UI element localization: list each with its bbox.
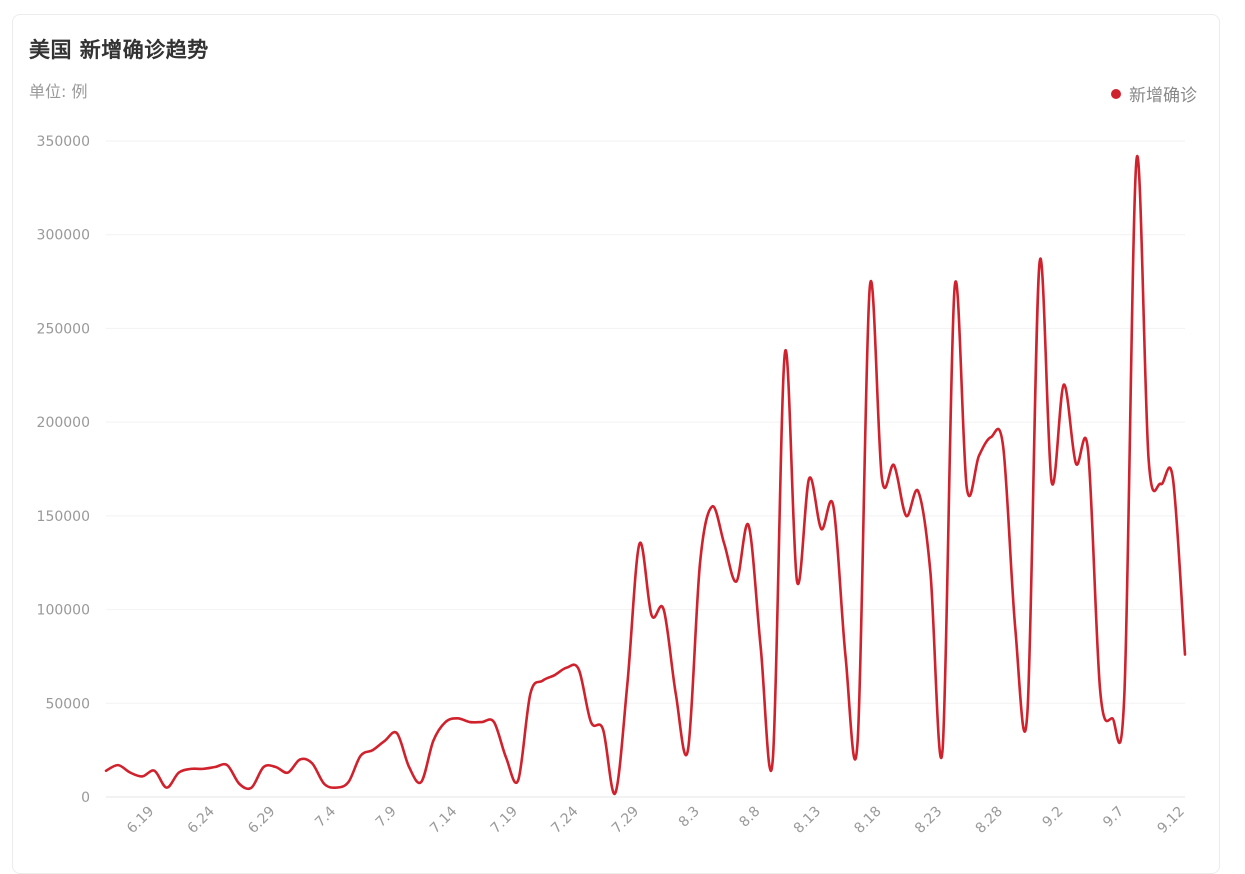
x-tick-label: 8.18 [851, 804, 884, 837]
y-tick-label: 50000 [45, 696, 90, 712]
x-tick-label: 7.19 [488, 804, 521, 837]
y-tick-label: 300000 [37, 228, 90, 244]
grid-layer [106, 140, 1185, 798]
x-tick-label: 7.4 [312, 803, 339, 830]
y-tick-label: 100000 [37, 603, 90, 619]
legend-label: 新增确诊 [1129, 86, 1197, 106]
y-tick-label: 150000 [37, 509, 90, 525]
y-tick-label: 0 [81, 790, 90, 806]
y-tick-label: 200000 [37, 415, 90, 431]
x-tick-label: 8.3 [676, 804, 703, 831]
x-tick-label: 7.29 [609, 804, 642, 837]
legend-dot-icon [1111, 88, 1121, 99]
x-tick-label: 8.28 [973, 804, 1006, 837]
series-layer [104, 154, 1187, 795]
x-tick-label: 8.13 [791, 804, 824, 837]
x-tick-label: 9.12 [1154, 804, 1187, 837]
x-tick-label: 8.8 [736, 804, 763, 831]
legend[interactable]: 新增确诊 [1111, 81, 1197, 106]
x-tick-label: 7.24 [548, 803, 581, 836]
x-tick-label: 8.23 [912, 804, 945, 837]
chart-title: 美国 新增确诊趋势 [29, 38, 209, 62]
x-tick-label: 6.29 [245, 804, 278, 837]
y-tick-label: 350000 [37, 134, 90, 150]
x-tick-label: 6.19 [124, 804, 157, 837]
x-tick-label: 7.14 [427, 803, 460, 836]
x-tick-label: 7.9 [373, 804, 400, 831]
x-tick-label: 9.2 [1040, 804, 1067, 831]
chart-card [12, 14, 1220, 874]
x-axis: 6.19 6.24 6.29 7.4 7.9 7.14 7.19 7.24 7.29 8.3 8.8… [124, 803, 1188, 836]
x-tick-label: 6.24 [185, 803, 218, 836]
series-line-new-confirmed[interactable] [104, 154, 1187, 795]
y-tick-label: 250000 [37, 321, 90, 337]
unit-label: 单位: 例 [29, 82, 88, 101]
y-axis: 0 50000 100000 150000 200000 250000 300000 3500… [37, 134, 90, 806]
x-tick-label: 9.7 [1100, 804, 1127, 831]
